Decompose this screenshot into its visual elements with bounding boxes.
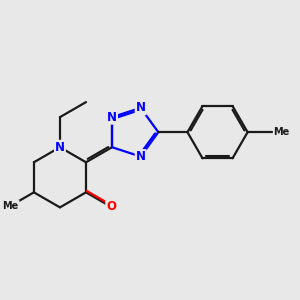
Text: N: N bbox=[136, 150, 146, 163]
Text: Me: Me bbox=[2, 201, 19, 211]
Text: N: N bbox=[136, 101, 146, 114]
Text: O: O bbox=[106, 200, 116, 213]
Text: N: N bbox=[107, 111, 117, 124]
Text: N: N bbox=[55, 141, 65, 154]
Text: Me: Me bbox=[274, 127, 290, 137]
